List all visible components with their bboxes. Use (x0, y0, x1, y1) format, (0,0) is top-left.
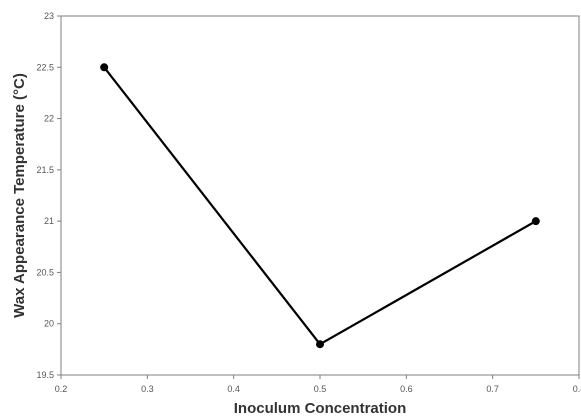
x-tick-label: 0.8 (573, 384, 581, 394)
y-axis-title: Wax Appearance Temperature (°C) (11, 73, 28, 318)
x-tick-label: 0.5 (314, 384, 327, 394)
data-point (531, 217, 540, 226)
y-tick-label: 22 (44, 114, 54, 124)
y-tick-label: 21 (44, 216, 54, 226)
y-tick-label: 19.5 (36, 370, 54, 380)
x-axis-title: Inoculum Concentration (234, 400, 407, 417)
y-axis-ticks: 19.5 20 20.5 21 21.5 22 22.5 23 (36, 11, 61, 380)
data-point (100, 63, 109, 72)
x-tick-label: 0.4 (227, 384, 240, 394)
series-layer (100, 63, 540, 349)
x-tick-label: 0.3 (141, 384, 154, 394)
x-axis-ticks: 0.2 0.3 0.4 0.5 0.6 0.7 0.8 (55, 375, 581, 394)
y-tick-label: 23 (44, 11, 54, 21)
x-tick-label: 0.7 (486, 384, 499, 394)
x-tick-label: 0.2 (55, 384, 68, 394)
y-tick-label: 21.5 (36, 165, 54, 175)
y-tick-label: 20 (44, 319, 54, 329)
series-line (103, 66, 537, 346)
y-tick-label: 20.5 (36, 267, 54, 277)
plot-area-frame (60, 15, 580, 376)
data-point (316, 340, 324, 349)
x-tick-label: 0.6 (400, 384, 413, 394)
y-tick-label: 22.5 (36, 62, 54, 72)
